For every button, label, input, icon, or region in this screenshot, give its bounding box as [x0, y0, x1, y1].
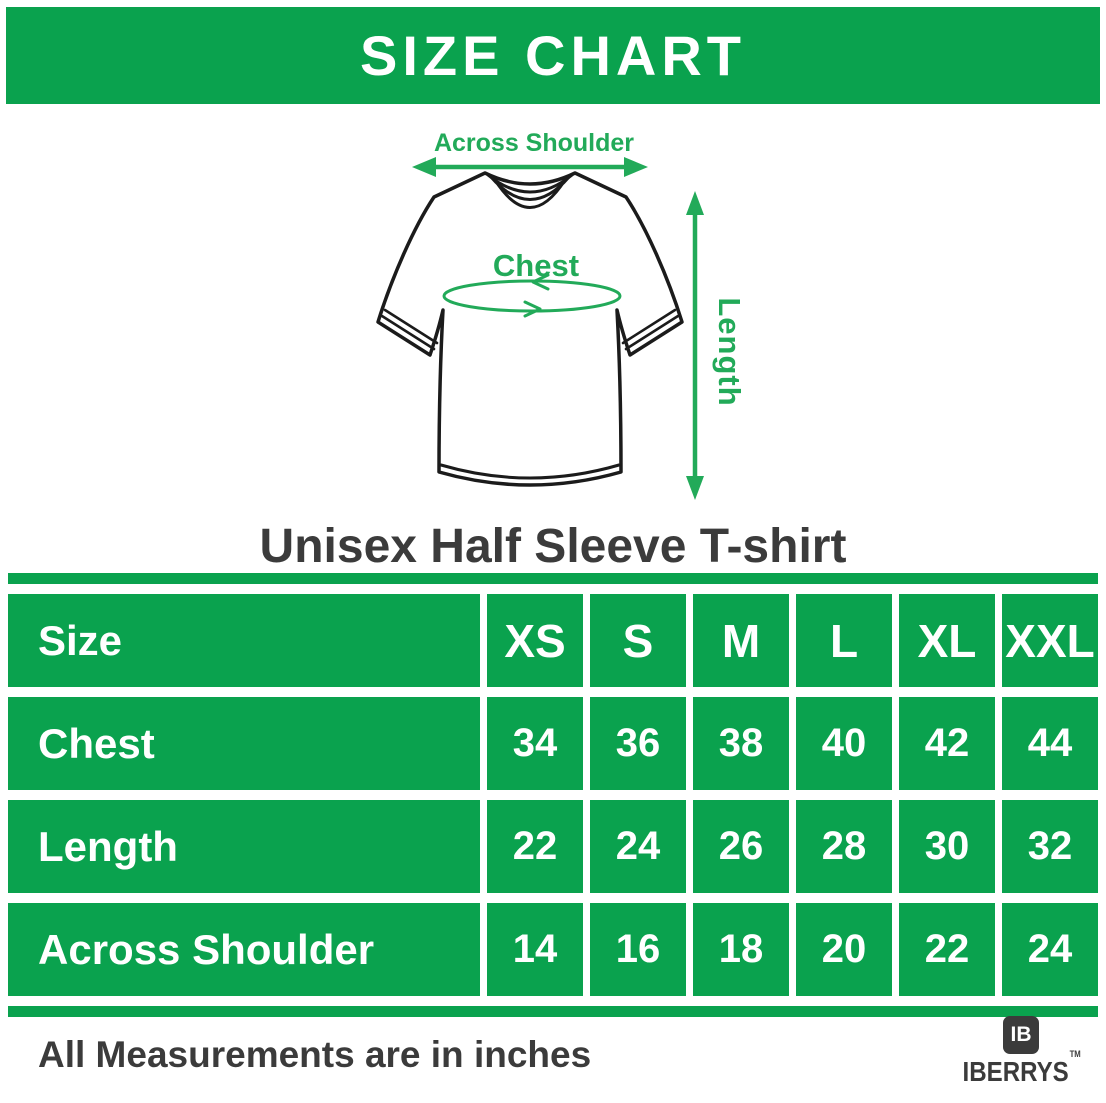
- col-header-size: Size: [8, 594, 480, 687]
- across-shoulder-annotation: Across Shoulder: [412, 129, 648, 177]
- row-label-across-shoulder: Across Shoulder: [8, 903, 480, 996]
- brand-name-text: IBERRYS: [962, 1056, 1069, 1087]
- cell-shoulder-l: 20: [796, 903, 892, 996]
- length-annotation: Length: [686, 191, 747, 500]
- size-table: Size XS S M L XL XXL Chest 34 36 38 40 4…: [8, 573, 1098, 1017]
- cell-chest-m: 38: [693, 697, 789, 790]
- product-title: Unisex Half Sleeve T-shirt: [259, 520, 847, 573]
- across-shoulder-arrow: [412, 157, 648, 177]
- brand-logo: IB IBERRYSTM: [962, 1016, 1081, 1088]
- hem-line: [439, 463, 621, 480]
- tshirt-measurement-diagram: Across Shoulder Chest Length: [350, 125, 790, 525]
- row-label-chest: Chest: [8, 697, 480, 790]
- col-header-s: S: [590, 594, 686, 687]
- table-top-border: [8, 573, 1098, 584]
- cell-length-xl: 30: [899, 800, 995, 893]
- cell-length-l: 28: [796, 800, 892, 893]
- cell-shoulder-xl: 22: [899, 903, 995, 996]
- chest-ellipse-arrow: [442, 273, 622, 318]
- measurements-note: All Measurements are in inches: [38, 1034, 592, 1075]
- col-header-l: L: [796, 594, 892, 687]
- tshirt-outline: [376, 171, 684, 487]
- cell-length-s: 24: [590, 800, 686, 893]
- table-grid: Size XS S M L XL XXL Chest 34 36 38 40 4…: [8, 594, 1098, 996]
- table-bottom-border: [8, 1006, 1098, 1017]
- length-label: Length: [712, 297, 747, 406]
- cell-shoulder-m: 18: [693, 903, 789, 996]
- col-header-xs: XS: [487, 594, 583, 687]
- collar-ribbing: [486, 173, 574, 209]
- cell-chest-xl: 42: [899, 697, 995, 790]
- row-label-length: Length: [8, 800, 480, 893]
- cell-length-m: 26: [693, 800, 789, 893]
- col-header-m: M: [693, 594, 789, 687]
- col-header-xxl: XXL: [1002, 594, 1098, 687]
- cell-chest-xxl: 44: [1002, 697, 1098, 790]
- cell-shoulder-xxl: 24: [1002, 903, 1098, 996]
- tshirt-svg: Across Shoulder Chest Length: [376, 129, 747, 500]
- cell-chest-s: 36: [590, 697, 686, 790]
- cell-shoulder-s: 16: [590, 903, 686, 996]
- cell-length-xs: 22: [487, 800, 583, 893]
- chest-label: Chest: [493, 248, 579, 283]
- trademark-symbol: TM: [1069, 1048, 1081, 1059]
- length-arrow: [686, 191, 704, 500]
- sleeve-cuff-lines: [380, 308, 680, 351]
- cell-shoulder-xs: 14: [487, 903, 583, 996]
- across-shoulder-label: Across Shoulder: [434, 129, 634, 157]
- cell-length-xxl: 32: [1002, 800, 1098, 893]
- banner-title: SIZE CHART: [360, 24, 746, 87]
- chest-annotation: Chest: [442, 248, 622, 318]
- cell-chest-l: 40: [796, 697, 892, 790]
- col-header-xl: XL: [899, 594, 995, 687]
- cell-chest-xs: 34: [487, 697, 583, 790]
- brand-logo-mark: IB: [1003, 1016, 1039, 1054]
- size-chart-banner: SIZE CHART: [6, 7, 1100, 104]
- brand-logo-name: IBERRYSTM: [962, 1049, 1080, 1088]
